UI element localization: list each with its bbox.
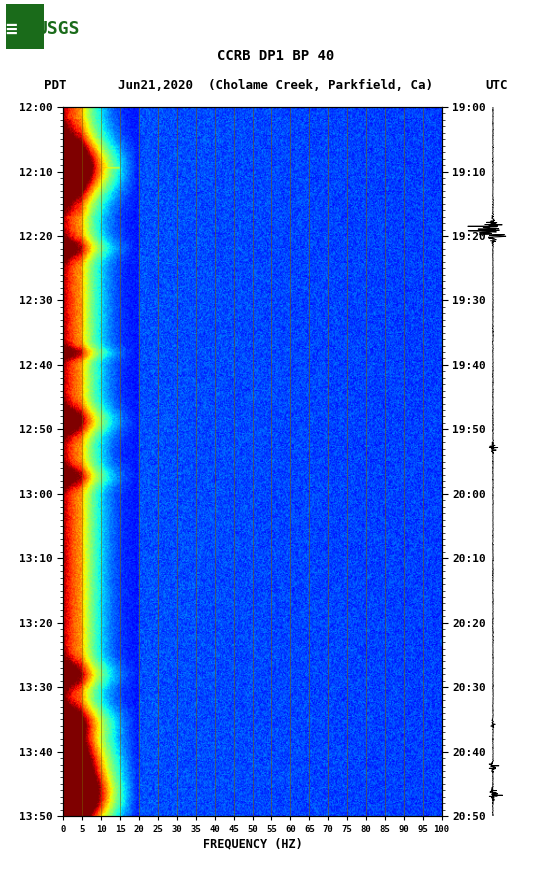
Text: Jun21,2020  (Cholame Creek, Parkfield, Ca): Jun21,2020 (Cholame Creek, Parkfield, Ca… [119, 79, 433, 93]
Text: UTC: UTC [485, 79, 508, 93]
Text: USGS: USGS [36, 20, 80, 38]
Text: CCRB DP1 BP 40: CCRB DP1 BP 40 [217, 49, 335, 62]
X-axis label: FREQUENCY (HZ): FREQUENCY (HZ) [203, 837, 302, 850]
Text: ≡: ≡ [6, 20, 17, 38]
Bar [6, 4, 44, 49]
Text: PDT: PDT [44, 79, 67, 93]
